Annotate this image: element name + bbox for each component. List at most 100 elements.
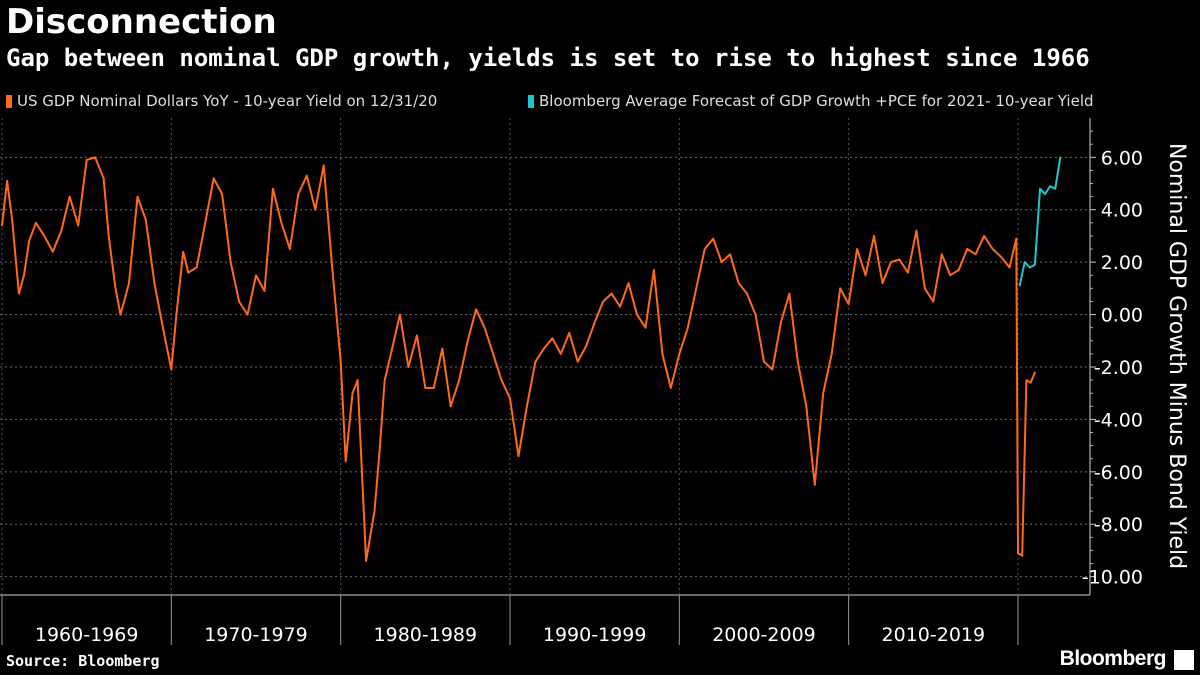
bloomberg-logo: Bloomberg (1059, 647, 1167, 670)
data-point-gdp-minus-yield (23, 274, 25, 277)
data-point-gdp-minus-yield (881, 282, 884, 284)
y-tick-label: 4.00 (1101, 200, 1143, 222)
legend-label: Bloomberg Average Forecast of GDP Growth… (539, 92, 1094, 110)
data-point-gdp-minus-yield (424, 387, 427, 389)
data-point-gdp-minus-yield (356, 379, 359, 381)
y-tick-label: -10.00 (1082, 567, 1143, 589)
data-point-gdp-minus-yield (187, 271, 190, 274)
data-point-gdp-minus-yield (246, 313, 249, 316)
data-point-forecast (1039, 187, 1041, 190)
data-point-gdp-minus-yield (636, 313, 638, 316)
data-point-gdp-minus-yield (1025, 379, 1028, 381)
data-point-gdp-minus-yield (441, 347, 444, 350)
data-point-gdp-minus-yield (322, 164, 325, 166)
legend-swatch-teal (528, 94, 534, 108)
data-point-gdp-minus-yield (543, 347, 545, 350)
data-point-gdp-minus-yield (695, 287, 698, 290)
data-point-gdp-minus-yield (94, 156, 96, 159)
data-point-gdp-minus-yield (60, 229, 63, 232)
data-point-gdp-minus-yield (331, 266, 333, 269)
chart-title: Disconnection (6, 2, 277, 42)
x-tick-label: 1990-1999 (543, 624, 647, 646)
data-point-gdp-minus-yield (974, 253, 977, 256)
data-point-gdp-minus-yield (305, 174, 308, 177)
data-point-gdp-minus-yield (593, 321, 596, 324)
data-point-gdp-minus-yield (551, 337, 554, 339)
data-point-gdp-minus-yield (864, 274, 867, 277)
series-line-gdp-minus-yield (1, 156, 1036, 562)
data-point-gdp-minus-yield (221, 193, 223, 195)
data-point-gdp-minus-yield (483, 326, 486, 329)
data-point-gdp-minus-yield (1034, 371, 1036, 374)
data-point-gdp-minus-yield (754, 313, 757, 316)
data-point-gdp-minus-yield (238, 300, 240, 303)
data-point-gdp-minus-yield (314, 208, 317, 211)
x-tick-label: 2000-2009 (712, 624, 816, 646)
data-point-gdp-minus-yield (780, 321, 782, 324)
bloomberg-mark-icon (1174, 650, 1194, 670)
data-point-gdp-minus-yield (661, 353, 664, 355)
data-point-gdp-minus-yield (35, 222, 37, 224)
data-point-gdp-minus-yield (966, 248, 968, 250)
data-point-gdp-minus-yield (805, 405, 808, 408)
data-point-gdp-minus-yield (289, 248, 291, 250)
data-point-gdp-minus-yield (475, 308, 477, 311)
data-point-gdp-minus-yield (51, 250, 54, 253)
data-point-gdp-minus-yield (1000, 256, 1002, 258)
data-point-gdp-minus-yield (378, 450, 381, 452)
data-point-gdp-minus-yield (195, 266, 198, 269)
data-point-gdp-minus-yield (263, 290, 266, 292)
x-tick-label: 2010-2019 (882, 624, 986, 646)
data-point-gdp-minus-yield (983, 235, 985, 237)
data-point-gdp-minus-yield (255, 274, 257, 277)
data-point-gdp-minus-yield (788, 292, 791, 295)
data-point-gdp-minus-yield (991, 248, 994, 250)
data-point-gdp-minus-yield (619, 305, 621, 308)
data-point-gdp-minus-yield (924, 287, 926, 290)
data-point-gdp-minus-yield (162, 326, 164, 329)
data-point-gdp-minus-yield (383, 379, 386, 381)
data-point-gdp-minus-yield (585, 345, 587, 347)
data-point-gdp-minus-yield (1, 224, 3, 227)
series-line-forecast (1018, 157, 1062, 286)
data-point-gdp-minus-yield (907, 271, 909, 274)
data-point-gdp-minus-yield (344, 460, 347, 463)
data-point-gdp-minus-yield (85, 159, 88, 161)
y-tick-label: -4.00 (1094, 409, 1143, 431)
data-point-gdp-minus-yield (686, 326, 689, 329)
data-point-gdp-minus-yield (145, 219, 147, 222)
data-point-gdp-minus-yield (610, 292, 613, 295)
data-point-gdp-minus-yield (712, 237, 714, 240)
data-point-gdp-minus-yield (407, 366, 410, 368)
data-point-gdp-minus-yield (949, 274, 952, 277)
data-point-gdp-minus-yield (932, 300, 935, 303)
source-note: Source: Bloomberg (6, 652, 160, 670)
legend-item-gdp-minus-yield: US GDP Nominal Dollars YoY - 10-year Yie… (6, 92, 437, 110)
data-point-gdp-minus-yield (77, 224, 79, 227)
data-point-gdp-minus-yield (627, 282, 630, 284)
data-point-gdp-minus-yield (839, 287, 841, 290)
data-point-gdp-minus-yield (339, 360, 342, 363)
data-point-gdp-minus-yield (559, 353, 562, 355)
y-tick-label: -2.00 (1094, 357, 1143, 379)
data-point-gdp-minus-yield (957, 269, 960, 271)
data-point-gdp-minus-yield (43, 235, 46, 237)
data-point-forecast (1059, 156, 1062, 159)
data-point-gdp-minus-yield (703, 248, 706, 250)
data-point-gdp-minus-yield (822, 392, 825, 394)
data-point-gdp-minus-yield (68, 195, 71, 198)
data-point-gdp-minus-yield (720, 261, 723, 263)
x-tick-label: 1970-1979 (204, 624, 308, 646)
data-point-gdp-minus-yield (940, 253, 943, 256)
data-point-gdp-minus-yield (746, 292, 748, 295)
data-point-gdp-minus-yield (6, 180, 8, 182)
data-point-gdp-minus-yield (128, 282, 130, 284)
data-point-gdp-minus-yield (915, 229, 918, 232)
data-point-gdp-minus-yield (432, 387, 435, 389)
y-tick-label: -6.00 (1094, 462, 1143, 484)
data-point-gdp-minus-yield (170, 368, 173, 371)
data-point-gdp-minus-yield (856, 248, 858, 250)
data-point-gdp-minus-yield (297, 193, 300, 195)
data-point-gdp-minus-yield (351, 392, 354, 394)
